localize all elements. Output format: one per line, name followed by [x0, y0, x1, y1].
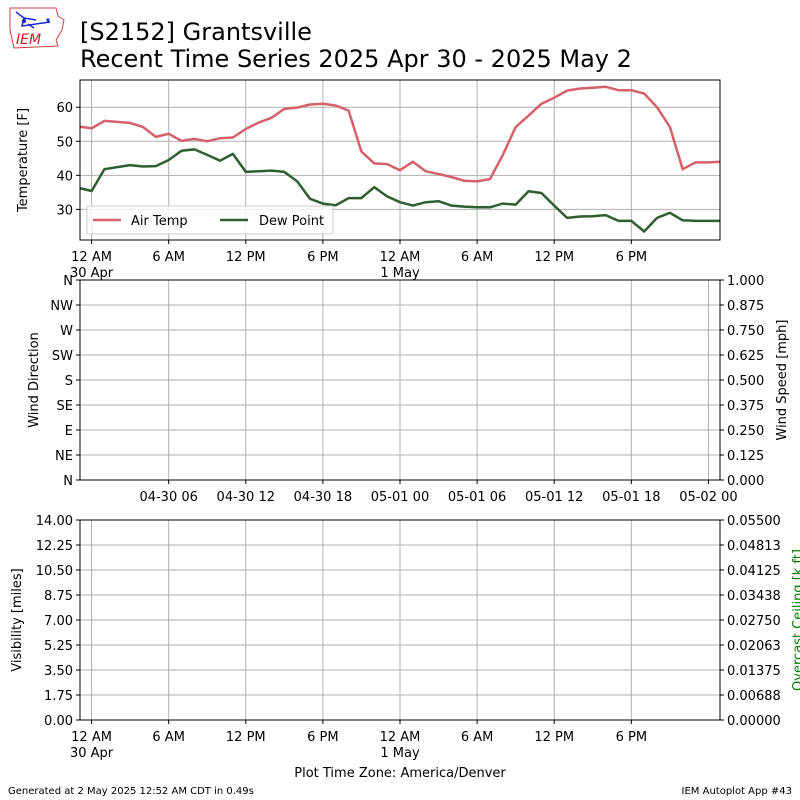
visibility-label: Visibility [miles] [10, 568, 25, 671]
temperature-legend: Air Temp Dew Point [86, 205, 334, 235]
visibility-tick-label: 3.50 [44, 664, 73, 679]
wind-x-tick-label: 05-01 18 [602, 490, 660, 505]
wind-x-tick-label: 04-30 18 [294, 490, 352, 505]
ceiling-tick-label: 0.03438 [727, 589, 781, 604]
temperature-y-label: Temperature [F] [16, 108, 31, 213]
ceiling-label: Overcast Ceiling [k ft] [791, 549, 800, 691]
visibility-tick-label: 12.25 [36, 539, 73, 554]
visibility-x-tick-date: 30 Apr [70, 746, 114, 761]
wind-speed-tick-label: 0.750 [727, 324, 764, 339]
temperature-x-tick-label: 12 AM [380, 250, 421, 265]
wind-x-tick-label: 05-01 06 [448, 490, 506, 505]
wind-speed-tick-label: 1.000 [727, 274, 764, 289]
ceiling-tick-label: 0.04125 [727, 564, 781, 579]
ceiling-tick-label: 0.02750 [727, 614, 781, 629]
visibility-tick-label: 0.00 [44, 714, 73, 729]
visibility-tick-label: 7.00 [44, 614, 73, 629]
wind-direction-tick-label: N [63, 274, 73, 289]
wind-speed-ticks: 0.000 0.125 0.250 0.375 0.500 0.625 0.750 0.875… [720, 274, 764, 489]
temperature-x-tick-label: 12 PM [226, 250, 266, 265]
visibility-x-tick-label: 12 PM [534, 730, 574, 745]
temperature-x-tick-label: 12 PM [534, 250, 574, 265]
temperature-y-ticks: 30 40 50 60 [56, 101, 80, 218]
visibility-x-tick-label: 12 AM [71, 730, 112, 745]
wind-speed-tick-label: 0.250 [727, 424, 764, 439]
temperature-x-tick-date: 1 May [380, 266, 420, 281]
visibility-tick-label: 5.25 [44, 639, 73, 654]
wind-speed-tick-label: 0.375 [727, 399, 764, 414]
legend-dew-point-label: Dew Point [259, 214, 324, 229]
temperature-x-tick-label: 6 PM [616, 250, 647, 265]
ceiling-tick-label: 0.05500 [727, 514, 781, 529]
wind-direction-tick-label: E [65, 424, 73, 439]
wind-direction-tick-label: SW [52, 349, 73, 364]
wind-x-tick-label: 05-01 12 [525, 490, 583, 505]
dew-point-series-line [80, 148, 720, 233]
ceiling-tick-label: 0.00000 [727, 714, 781, 729]
wind-speed-tick-label: 0.625 [727, 349, 764, 364]
visibility-x-tick-label: 6 AM [152, 730, 185, 745]
ceiling-tick-label: 0.01375 [727, 664, 781, 679]
visibility-grid [80, 519, 720, 721]
wind-x-tick-label: 04-30 06 [139, 490, 197, 505]
temperature-series [80, 85, 720, 233]
visibility-tick-label: 14.00 [36, 514, 73, 529]
visibility-x-tick-label: 6 PM [307, 730, 338, 745]
generated-footer: Generated at 2 May 2025 12:52 AM CDT in … [8, 786, 254, 797]
visibility-x-tick-label: 6 PM [616, 730, 647, 745]
legend-air-temp-label: Air Temp [131, 214, 188, 229]
visibility-tick-label: 8.75 [44, 589, 73, 604]
visibility-x-tick-date: 1 May [380, 746, 420, 761]
wind-direction-ticks: N NE E SE S SW W NW N [50, 274, 80, 489]
wind-direction-tick-label: S [65, 374, 73, 389]
wind-speed-label: Wind Speed [mph] [775, 320, 790, 441]
chart-title-line2: Recent Time Series 2025 Apr 30 - 2025 Ma… [80, 45, 632, 73]
temperature-y-tick-label: 50 [56, 135, 73, 150]
temperature-x-tick-label: 6 AM [461, 250, 494, 265]
wind-direction-tick-label: SE [57, 399, 73, 414]
wind-direction-tick-label: N [63, 474, 73, 489]
temperature-x-tick-date: 30 Apr [70, 266, 114, 281]
visibility-ticks: 0.00 1.75 3.50 5.25 7.00 8.75 10.50 12.25 14.00 [36, 514, 80, 729]
wind-direction-tick-label: W [60, 324, 73, 339]
temperature-y-tick-label: 30 [56, 203, 73, 218]
wind-grid [80, 279, 720, 481]
visibility-x-tick-label: 12 PM [226, 730, 266, 745]
ceiling-ticks: 0.00000 0.00688 0.01375 0.02063 0.02750 0.034… [720, 514, 781, 729]
visibility-x-tick-label: 6 AM [461, 730, 494, 745]
temperature-y-tick-label: 40 [56, 169, 73, 184]
visibility-x-tick-label: 12 AM [380, 730, 421, 745]
temperature-x-tick-label: 6 AM [152, 250, 185, 265]
iem-logo-text: IEM [16, 32, 41, 48]
wind-speed-tick-label: 0.125 [727, 449, 764, 464]
wind-x-tick-label: 05-02 00 [679, 490, 737, 505]
temperature-x-tick-label: 12 AM [71, 250, 112, 265]
wind-direction-tick-label: NE [55, 449, 73, 464]
ceiling-tick-label: 0.02063 [727, 639, 781, 654]
wind-speed-tick-label: 0.000 [727, 474, 764, 489]
iem-logo: IEM [9, 7, 65, 49]
chart-title-line1: [S2152] Grantsville [80, 18, 312, 46]
visibility-tick-label: 1.75 [44, 689, 73, 704]
visibility-tick-label: 10.50 [36, 564, 73, 579]
ceiling-tick-label: 0.04813 [727, 539, 781, 554]
app-footer: IEM Autoplot App #43 [682, 786, 792, 797]
wind-direction-tick-label: NW [50, 299, 73, 314]
temperature-y-tick-label: 60 [56, 101, 73, 116]
wind-speed-tick-label: 0.500 [727, 374, 764, 389]
wind-x-tick-label: 05-01 00 [371, 490, 429, 505]
timezone-label: Plot Time Zone: America/Denver [294, 766, 506, 781]
air-temp-series-line [80, 85, 720, 183]
wind-speed-tick-label: 0.875 [727, 299, 764, 314]
wind-x-tick-label: 04-30 12 [217, 490, 275, 505]
ceiling-tick-label: 0.00688 [727, 689, 781, 704]
wind-x-ticks: 04-30 06 04-30 12 04-30 18 05-01 00 05-01 06… [139, 480, 738, 505]
wind-direction-label: Wind Direction [27, 332, 42, 428]
temperature-x-tick-label: 6 PM [307, 250, 338, 265]
